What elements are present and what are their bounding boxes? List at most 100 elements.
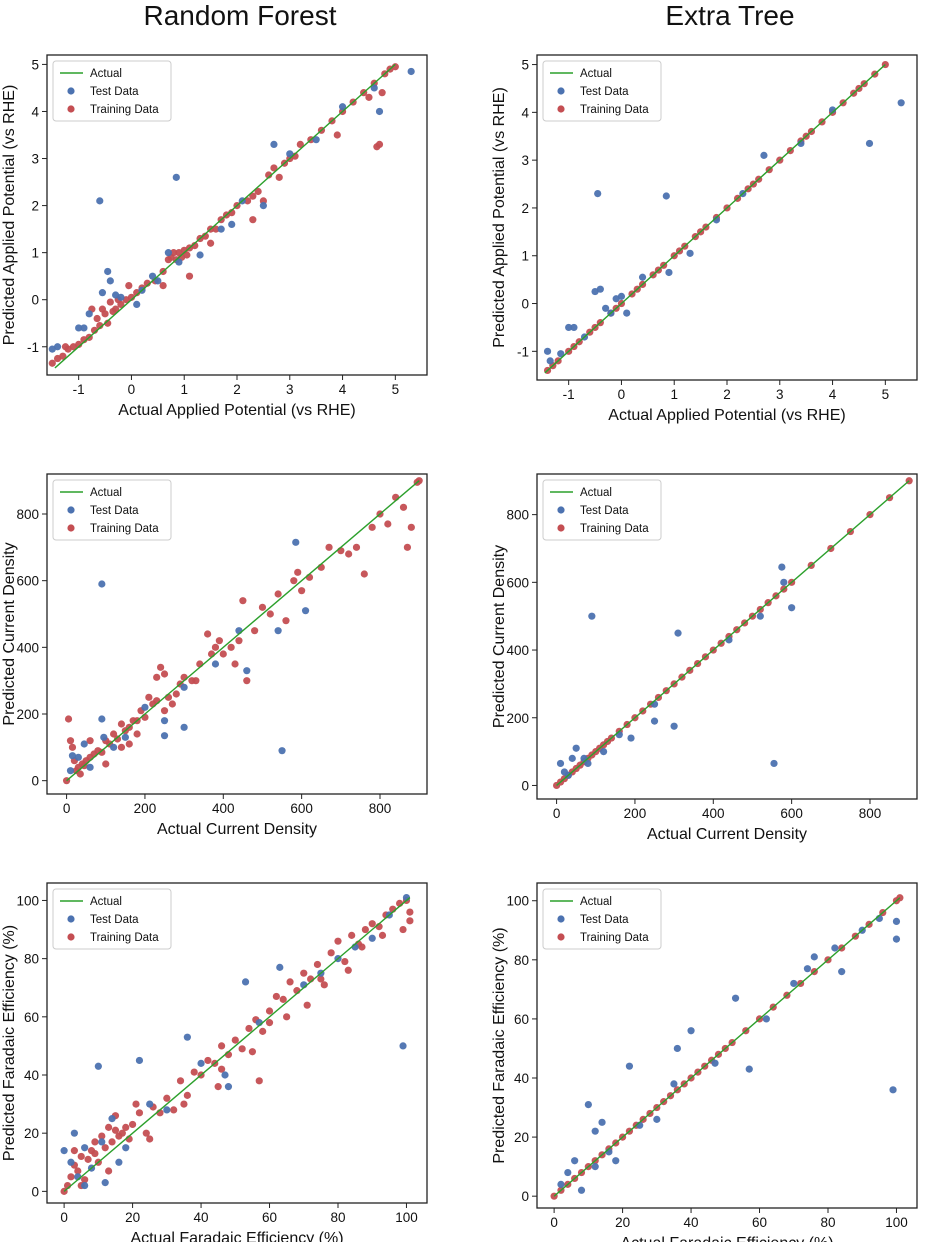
training-point (258, 603, 267, 611)
legend-actual-label: Actual (90, 896, 122, 908)
training-point (98, 1132, 106, 1140)
y-tick-label: 0 (31, 1184, 39, 1199)
actual-line (66, 480, 420, 782)
x-tick-label: 0 (63, 801, 71, 816)
training-point (128, 1120, 137, 1129)
test-point (865, 139, 874, 148)
y-tick-label: 400 (506, 643, 529, 658)
x-tick-label: 400 (702, 806, 725, 821)
chart-panel-1: -1 0 1 2 3 4 5 -1 0 1 2 3 4 5 Actual Applied Potential… (1, 54, 428, 419)
training-point (406, 917, 414, 925)
test-point (81, 1144, 89, 1152)
x-axis-label: Actual Current Density (157, 821, 317, 838)
legend-actual-label: Actual (90, 68, 122, 80)
test-point (217, 225, 225, 233)
training-point (348, 931, 356, 939)
legend-test-label: Test Data (90, 914, 139, 926)
test-point (241, 978, 250, 986)
training-point (265, 1019, 274, 1027)
training-point (157, 663, 165, 671)
x-tick-label: 800 (859, 806, 882, 821)
x-axis-label: Actual Faradaic Efficiency (%) (620, 1235, 833, 1242)
training-point (399, 925, 407, 934)
y-axis-label: Predicted Current Density (1, 542, 18, 725)
training-point (254, 187, 262, 196)
legend-train-label: Training Data (90, 932, 159, 944)
test-point (591, 1127, 599, 1135)
training-point (313, 960, 322, 969)
training-point (201, 232, 209, 240)
test-point (133, 300, 141, 309)
training-point (90, 326, 99, 334)
training-point (228, 209, 236, 217)
training-point (127, 293, 136, 301)
training-point (101, 310, 109, 318)
test-point (274, 627, 282, 635)
training-point (407, 523, 415, 531)
training-point (320, 981, 328, 989)
test-point (221, 1071, 229, 1079)
training-point (93, 314, 101, 323)
training-point (117, 300, 125, 309)
y-tick-label: 3 (521, 153, 529, 168)
actual-line (63, 897, 411, 1192)
x-tick-label: 5 (392, 382, 400, 397)
training-point (204, 630, 212, 638)
training-point (296, 140, 304, 149)
training-point (360, 570, 368, 578)
test-point (108, 1115, 116, 1123)
test-point (68, 752, 77, 760)
legend-train-label: Training Data (90, 104, 159, 116)
x-tick-label: 0 (550, 1215, 558, 1230)
training-point (67, 1173, 75, 1181)
actual-line (54, 63, 396, 369)
test-point (670, 722, 678, 730)
x-tick-label: 0 (60, 1210, 68, 1225)
training-point (106, 298, 114, 306)
test-point (368, 934, 376, 942)
training-point (249, 192, 257, 200)
test-point (686, 249, 694, 257)
test-point (160, 732, 169, 740)
training-point (212, 225, 220, 233)
plot-area (60, 893, 414, 1195)
test-point (81, 1181, 89, 1190)
test-point (243, 667, 251, 675)
y-tick-label: 40 (514, 1071, 529, 1086)
legend-test-label: Test Data (580, 505, 629, 517)
legend-train-swatch (557, 524, 565, 532)
training-point (145, 693, 153, 701)
training-point (399, 503, 408, 511)
training-point (207, 239, 215, 247)
training-point (122, 1123, 130, 1131)
test-point (121, 733, 129, 741)
x-tick-label: 80 (820, 1215, 835, 1230)
x-tick-label: 40 (194, 1210, 209, 1225)
training-point (191, 241, 199, 250)
x-tick-label: 2 (723, 387, 731, 402)
x-tick-label: 3 (286, 382, 294, 397)
chart-panel-4: 0 200 400 600 800 0 200 400 600 800 Actual Current… (491, 473, 918, 843)
training-point (159, 281, 167, 290)
test-point (662, 192, 670, 200)
test-point (163, 1106, 171, 1114)
training-point (132, 1100, 140, 1108)
test-point (80, 324, 88, 332)
x-tick-label: 2 (233, 382, 241, 397)
training-point (59, 352, 67, 360)
legend-train-label: Training Data (580, 523, 649, 535)
test-point (687, 1027, 695, 1035)
plot-area (62, 477, 423, 785)
training-point (345, 550, 353, 558)
test-point (617, 292, 626, 300)
training-point (111, 1126, 120, 1134)
y-tick-label: 0 (521, 1189, 529, 1204)
x-tick-label: 60 (752, 1215, 767, 1230)
actual-line (544, 64, 886, 374)
x-tick-label: 4 (339, 382, 347, 397)
x-tick-label: 5 (882, 387, 890, 402)
test-point (780, 578, 788, 586)
y-tick-label: 1 (521, 249, 529, 264)
x-axis-label: Actual Applied Potential (vs RHE) (608, 407, 845, 424)
legend-train-swatch (67, 105, 75, 113)
